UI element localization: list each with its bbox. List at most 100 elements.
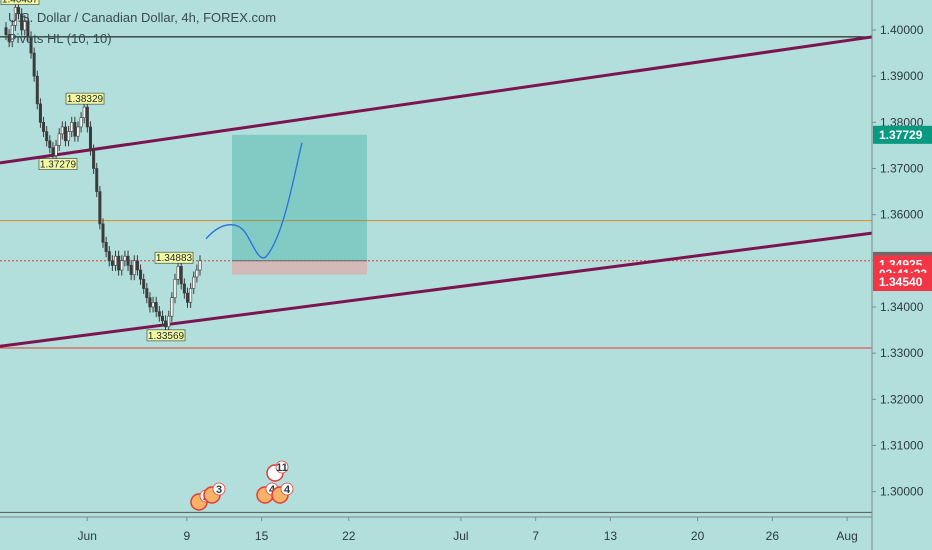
candle-body <box>189 288 193 303</box>
pivot-labels: 1.40487 1.38329 1.37279 1.34883 1.33569 <box>0 0 194 342</box>
candle-body <box>63 126 67 142</box>
candle-body <box>170 297 174 317</box>
price-axis[interactable]: 1.400001.390001.380001.370001.360001.350… <box>871 0 932 550</box>
pivot-label: 1.40487 <box>0 0 40 6</box>
candle-body <box>57 133 61 146</box>
price-tick-label: 1.31000 <box>880 438 924 452</box>
event-marker[interactable]: 4 <box>271 482 294 504</box>
candle-body <box>117 255 121 271</box>
pivot-label-text: 1.37279 <box>40 160 77 171</box>
time-tick-label: 15 <box>255 529 269 543</box>
pivot-label: 1.38329 <box>65 92 105 105</box>
candle-body <box>85 106 89 128</box>
candle-body <box>38 103 42 123</box>
candle-body <box>173 278 177 299</box>
candle-body <box>176 266 180 280</box>
horizontal-lines[interactable] <box>0 36 872 513</box>
candle-body <box>139 269 143 280</box>
event-marker[interactable]: 11 <box>266 460 289 482</box>
price-tick-label: 1.33000 <box>880 346 924 360</box>
time-tick-label: 13 <box>604 529 618 543</box>
time-tick-label: 26 <box>766 529 780 543</box>
time-tick-label: 20 <box>691 529 705 543</box>
price-tick-label: 1.38000 <box>880 115 924 129</box>
pivot-label-box <box>154 251 194 264</box>
candle-body <box>132 260 136 275</box>
candle-body <box>35 75 39 105</box>
candle-body <box>129 265 133 275</box>
candle-body <box>123 255 127 262</box>
price-tick-label: 1.32000 <box>880 392 924 406</box>
candle-body <box>160 315 164 322</box>
time-axis[interactable]: Jun 9 15 22 Jul 7 13 20 26 Aug <box>0 516 872 543</box>
candle-body <box>114 255 118 266</box>
pivot-label-box <box>0 0 40 5</box>
pivot-label-box <box>146 329 186 342</box>
price-tick-label: 1.37000 <box>880 161 924 175</box>
price-badge-label: 1.34540 <box>879 275 923 289</box>
candle-body <box>107 251 111 262</box>
time-tick-label: 9 <box>184 529 191 543</box>
candle-body <box>23 20 27 31</box>
price-badge[interactable] <box>873 125 932 144</box>
candle-body <box>76 126 80 137</box>
time-tick-label: 22 <box>342 529 356 543</box>
channel-lower-line[interactable] <box>0 231 873 348</box>
pivot-label: 1.34883 <box>154 251 194 264</box>
event-count: 4 <box>269 484 276 496</box>
time-tick-label: Aug <box>836 529 857 543</box>
candle-body <box>126 255 130 266</box>
candle-body <box>192 276 196 289</box>
candle-body <box>13 7 17 26</box>
indicator-label[interactable]: Pivots HL (10, 10) <box>8 31 112 46</box>
price-badge[interactable] <box>873 273 932 292</box>
candle-body <box>185 292 189 303</box>
pivot-label-text: 1.40487 <box>2 0 39 6</box>
candle-body <box>17 7 21 15</box>
candle-body <box>60 126 64 135</box>
candle-body <box>29 36 33 54</box>
candle-body <box>182 283 186 294</box>
price-tick-label: 1.30000 <box>880 485 924 499</box>
candle-body <box>51 147 55 156</box>
candles <box>4 1 202 333</box>
candle-body <box>92 149 96 169</box>
candle-body <box>70 122 74 132</box>
pivot-label: 1.37279 <box>38 158 78 171</box>
event-count: 3 <box>216 484 222 496</box>
candle-body <box>4 27 8 35</box>
candle-body <box>98 191 102 225</box>
event-count-badge <box>275 460 289 474</box>
event-marker[interactable]: 3 <box>203 482 226 504</box>
pivot-label-box <box>38 158 78 170</box>
forecast-curve[interactable] <box>205 142 303 259</box>
candle-body <box>26 20 30 38</box>
candle-body <box>7 34 11 42</box>
candle-body <box>120 260 124 271</box>
candle-body <box>179 266 183 285</box>
candle-body <box>45 131 49 142</box>
candle-body <box>145 288 149 299</box>
trend-channel[interactable] <box>0 35 873 348</box>
price-badge-label: 1.37729 <box>879 128 923 142</box>
price-tick-label: 1.40000 <box>880 23 924 37</box>
time-tick-label: Jul <box>453 529 468 543</box>
candle-body <box>20 13 24 31</box>
channel-upper-line[interactable] <box>0 35 873 165</box>
candle-body <box>73 122 77 137</box>
candle-body <box>148 297 152 308</box>
candle-body <box>67 131 71 142</box>
forecast-curve[interactable] <box>205 142 303 259</box>
candle-body <box>42 122 46 132</box>
candle-body <box>104 242 108 252</box>
event-count-badge <box>212 482 226 496</box>
stop-zone[interactable] <box>232 260 367 275</box>
candle-body <box>101 223 105 243</box>
candle-body <box>10 25 14 42</box>
price-tick-label: 1.34000 <box>880 300 924 314</box>
candle-body <box>54 145 58 156</box>
economic-events[interactable]: 112344 <box>190 460 294 511</box>
price-tick-label: 1.39000 <box>880 69 924 83</box>
